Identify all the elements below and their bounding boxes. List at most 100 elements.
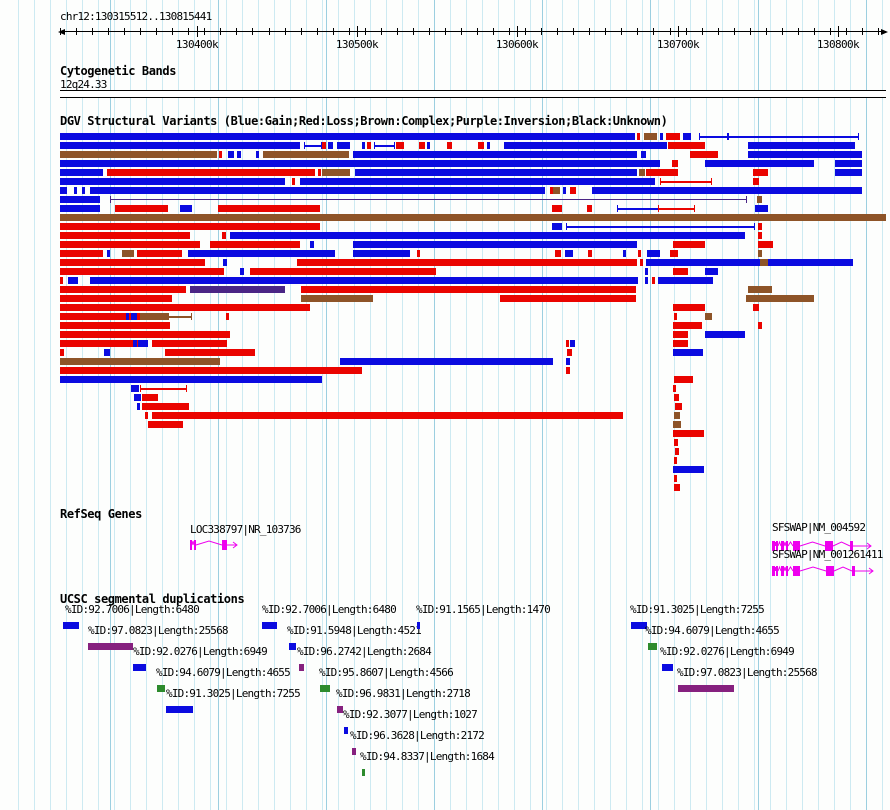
- dgv-variant-loss[interactable]: [674, 439, 678, 446]
- dgv-variant-gain[interactable]: [304, 142, 322, 149]
- dgv-variant-loss[interactable]: [753, 178, 759, 185]
- dgv-variant-gain[interactable]: [748, 151, 843, 158]
- cytoband-bar[interactable]: [60, 90, 886, 98]
- dgv-variant-complex[interactable]: [553, 187, 560, 194]
- dgv-variant-complex[interactable]: [760, 259, 768, 266]
- dgv-variant-loss[interactable]: [638, 250, 641, 257]
- segdup-bar[interactable]: [320, 685, 330, 692]
- dgv-variant-gain[interactable]: [623, 250, 626, 257]
- dgv-variant-loss[interactable]: [658, 205, 695, 212]
- dgv-variant-gain[interactable]: [592, 187, 862, 194]
- dgv-variant-gain[interactable]: [180, 205, 192, 212]
- gene-glyph[interactable]: [772, 539, 877, 553]
- gene-exon[interactable]: [776, 541, 778, 551]
- dgv-variant-loss[interactable]: [367, 142, 371, 149]
- dgv-variant-loss[interactable]: [60, 241, 200, 248]
- dgv-variant-gain[interactable]: [74, 187, 77, 194]
- dgv-variant-loss[interactable]: [140, 322, 168, 329]
- dgv-variant-loss[interactable]: [674, 394, 679, 401]
- dgv-variant-loss[interactable]: [165, 349, 255, 356]
- dgv-variant-gain[interactable]: [131, 313, 137, 320]
- segdup-bar[interactable]: [337, 706, 343, 713]
- dgv-variant-loss[interactable]: [447, 142, 452, 149]
- gene-exon[interactable]: [772, 566, 775, 576]
- dgv-variant-loss[interactable]: [148, 421, 183, 428]
- dgv-variant-loss[interactable]: [670, 250, 678, 257]
- dgv-variant-loss[interactable]: [396, 142, 404, 149]
- dgv-variant-gain[interactable]: [728, 133, 859, 140]
- dgv-variant-gain[interactable]: [188, 250, 335, 257]
- dgv-variant-gain[interactable]: [134, 394, 141, 401]
- dgv-variant-gain[interactable]: [68, 277, 78, 284]
- dgv-variant-loss[interactable]: [152, 412, 623, 419]
- dgv-variant-complex[interactable]: [60, 151, 217, 158]
- dgv-variant-gain[interactable]: [570, 340, 575, 347]
- dgv-variant-loss[interactable]: [166, 322, 170, 329]
- dgv-variant-gain[interactable]: [337, 142, 350, 149]
- dgv-variant-gain[interactable]: [60, 187, 67, 194]
- dgv-variant-gain[interactable]: [565, 250, 573, 257]
- dgv-variant-loss[interactable]: [140, 385, 187, 392]
- dgv-variant-loss[interactable]: [137, 250, 182, 257]
- dgv-variant-gain[interactable]: [673, 349, 703, 356]
- dgv-variant-loss[interactable]: [500, 295, 636, 302]
- dgv-variant-complex[interactable]: [263, 151, 349, 158]
- dgv-variant-loss[interactable]: [660, 178, 712, 185]
- gene-exon[interactable]: [190, 540, 192, 550]
- dgv-variant-gain[interactable]: [340, 358, 553, 365]
- dgv-variant-loss[interactable]: [115, 205, 168, 212]
- dgv-variant-complex[interactable]: [322, 169, 350, 176]
- dgv-variant-loss[interactable]: [226, 313, 229, 320]
- dgv-variant-loss[interactable]: [417, 250, 420, 257]
- dgv-variant-loss[interactable]: [652, 277, 655, 284]
- dgv-variant-gain[interactable]: [82, 187, 85, 194]
- dgv-variant-loss[interactable]: [60, 250, 103, 257]
- dgv-variant-loss[interactable]: [152, 340, 227, 347]
- dgv-variant-loss[interactable]: [646, 169, 678, 176]
- dgv-variant-gain[interactable]: [138, 340, 148, 347]
- gene-exon[interactable]: [825, 541, 833, 551]
- dgv-variant-loss[interactable]: [218, 205, 320, 212]
- dgv-variant-loss[interactable]: [555, 250, 561, 257]
- dgv-variant-loss[interactable]: [758, 232, 762, 239]
- dgv-variant-gain[interactable]: [355, 169, 637, 176]
- dgv-variant-gain[interactable]: [230, 232, 745, 239]
- dgv-variant-gain[interactable]: [60, 178, 285, 185]
- dgv-variant-loss[interactable]: [60, 340, 145, 347]
- segdup-bar[interactable]: [262, 622, 277, 629]
- dgv-variant-loss[interactable]: [758, 241, 773, 248]
- dgv-variant-gain[interactable]: [362, 142, 365, 149]
- segdup-bar[interactable]: [678, 685, 734, 692]
- dgv-variant-loss[interactable]: [673, 385, 676, 392]
- dgv-variant-loss[interactable]: [60, 286, 186, 293]
- dgv-variant-complex[interactable]: [705, 313, 712, 320]
- dgv-variant-gain[interactable]: [699, 133, 728, 140]
- dgv-variant-loss[interactable]: [250, 268, 436, 275]
- dgv-variant-loss[interactable]: [588, 250, 592, 257]
- dgv-variant-complex[interactable]: [673, 421, 681, 428]
- dgv-variant-gain[interactable]: [133, 340, 137, 347]
- dgv-variant-loss[interactable]: [673, 430, 704, 437]
- dgv-variant-gain[interactable]: [617, 205, 659, 212]
- dgv-variant-loss[interactable]: [674, 457, 677, 464]
- gene-exon[interactable]: [793, 541, 800, 551]
- dgv-variant-gain[interactable]: [705, 268, 718, 275]
- dgv-variant-complex[interactable]: [60, 358, 220, 365]
- gene-exon[interactable]: [781, 566, 784, 576]
- dgv-variant-loss[interactable]: [753, 169, 768, 176]
- dgv-variant-gain[interactable]: [90, 187, 545, 194]
- dgv-variant-gain[interactable]: [566, 358, 570, 365]
- dgv-variant-gain[interactable]: [835, 160, 862, 167]
- dgv-variant-gain[interactable]: [60, 142, 300, 149]
- dgv-variant-gain[interactable]: [353, 241, 637, 248]
- dgv-variant-gain[interactable]: [126, 313, 129, 320]
- dgv-variant-loss[interactable]: [318, 169, 321, 176]
- dgv-variant-gain[interactable]: [300, 178, 655, 185]
- dgv-variant-complex[interactable]: [140, 313, 168, 320]
- dgv-variant-gain[interactable]: [673, 466, 704, 473]
- dgv-variant-complex[interactable]: [746, 295, 814, 302]
- dgv-variant-loss[interactable]: [419, 142, 425, 149]
- dgv-variant-gain[interactable]: [237, 151, 241, 158]
- dgv-variant-loss[interactable]: [60, 295, 172, 302]
- dgv-variant-complex[interactable]: [122, 250, 134, 257]
